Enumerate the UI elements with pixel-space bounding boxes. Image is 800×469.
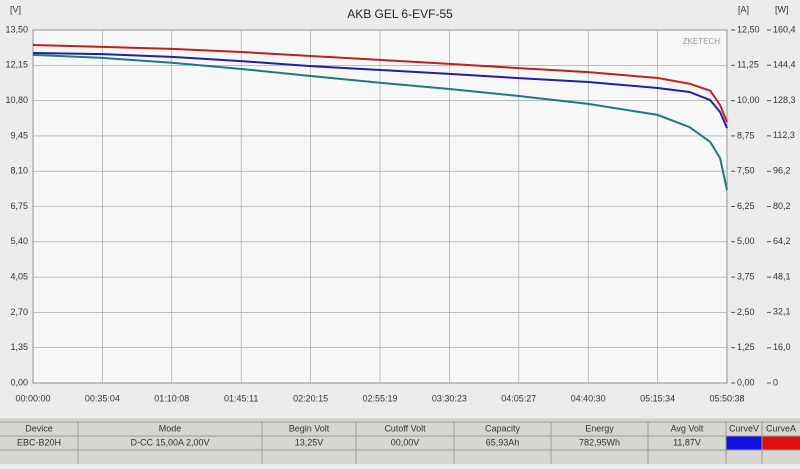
y3-unit: [W] [775, 4, 789, 14]
table-header: CurveV [729, 423, 759, 433]
table-header: Capacity [485, 423, 521, 433]
y3-tick-label: 96,2 [773, 166, 791, 176]
x-tick-label: 03:30:23 [432, 393, 467, 403]
y3-tick-label: 16,0 [773, 342, 791, 352]
table-cell: 65,93Ah [486, 437, 520, 447]
table-cell: EBC-B20H [17, 437, 61, 447]
table-cell: 11,87V [673, 437, 701, 447]
y2-tick-label: 2,50 [737, 307, 755, 317]
y2-tick-label: 10,00 [737, 95, 760, 105]
x-tick-label: 02:55:19 [362, 393, 397, 403]
y2-tick-label: 5,00 [737, 236, 755, 246]
table-header: Cutoff Volt [384, 423, 426, 433]
table-header: Begin Volt [289, 423, 330, 433]
y2-tick-label: 8,75 [737, 130, 755, 140]
y2-tick-label: 6,25 [737, 201, 755, 211]
y-tick-label: 6,75 [10, 201, 28, 211]
y-tick-label: 9,45 [10, 130, 28, 140]
curve-v-swatch [726, 436, 762, 450]
y-tick-label: 0,00 [10, 377, 28, 387]
x-tick-label: 00:00:00 [15, 393, 50, 403]
table-header: Energy [585, 423, 614, 433]
table-cell: D-CC 15,00A 2,00V [130, 437, 209, 447]
y3-tick-label: 64,2 [773, 236, 791, 246]
y2-tick-label: 3,75 [737, 271, 755, 281]
data-line [32, 53, 728, 191]
y2-tick-label: 0,00 [737, 377, 755, 387]
y-tick-label: 4,05 [10, 271, 28, 281]
y-tick-label: 10,80 [5, 95, 28, 105]
data-line [32, 52, 728, 129]
y3-tick-label: 0 [773, 377, 778, 387]
table-background [0, 418, 800, 464]
x-tick-label: 00:35:04 [85, 393, 120, 403]
x-tick-label: 04:40:30 [571, 393, 606, 403]
table-cell: 782,95Wh [579, 437, 620, 447]
y-tick-label: 2,70 [10, 307, 28, 317]
table-cell: 13,25V [295, 437, 324, 447]
y-tick-label: 8,10 [10, 166, 28, 176]
y2-tick-label: 11,25 [737, 60, 759, 70]
y3-tick-label: 160,4 [773, 24, 796, 34]
y3-tick-label: 112,3 [773, 130, 795, 140]
y2-tick-label: 7,50 [737, 166, 755, 176]
x-tick-label: 05:15:34 [640, 393, 675, 403]
y3-tick-label: 144,4 [773, 60, 796, 70]
summary-table [0, 418, 800, 464]
chart-title: AKB GEL 6-EVF-55 [347, 7, 453, 21]
y2-tick-label: 12,50 [737, 24, 760, 34]
table-header: Device [25, 423, 53, 433]
y2-tick-label: 1,25 [737, 342, 755, 352]
x-tick-label: 05:50:38 [709, 393, 744, 403]
y3-tick-label: 32,1 [773, 307, 791, 317]
table-cell: 00,00V [391, 437, 420, 447]
data-line [32, 44, 728, 123]
x-tick-label: 01:10:08 [154, 393, 189, 403]
y-tick-label: 12,15 [5, 60, 28, 70]
table-header: CurveA [766, 423, 796, 433]
y3-tick-label: 80,2 [773, 201, 791, 211]
x-tick-label: 02:20:15 [293, 393, 328, 403]
x-tick-label: 01:45:11 [224, 393, 258, 403]
curve-a-swatch [762, 436, 800, 450]
x-tick-label: 04:05:27 [501, 393, 536, 403]
y3-tick-label: 48,1 [773, 272, 791, 282]
y-tick-label: 1,35 [10, 342, 28, 352]
y-tick-label: 5,40 [10, 236, 28, 246]
y-tick-label: 13,50 [5, 24, 28, 34]
watermark: ZKETECH [683, 37, 721, 46]
y2-unit: [A] [738, 4, 749, 14]
table-header: Mode [159, 423, 182, 433]
y3-tick-label: 128,3 [773, 95, 796, 105]
table-header: Avg Volt [671, 423, 704, 433]
y-unit: [V] [10, 4, 21, 14]
